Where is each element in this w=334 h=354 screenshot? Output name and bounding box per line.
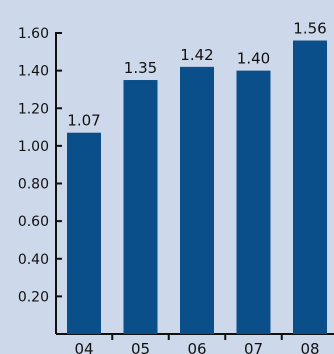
bar [67,132,101,334]
y-tick-label: 0.40 [18,252,49,268]
y-tick-label: 1.60 [18,26,49,42]
x-tick-label: 04 [74,340,93,354]
y-tick-label: 0.80 [18,177,49,193]
x-tick-label: 07 [244,340,263,354]
bar [180,66,214,335]
y-tick-label: 0.60 [18,214,49,230]
y-tick-label: 1.40 [18,64,49,80]
data-label: 1.42 [180,46,213,64]
data-labels: 1.07 1.35 1.42 1.40 1.56 [67,20,326,130]
y-tick-label: 1.20 [18,101,49,117]
y-tick-label: 0.20 [18,289,49,305]
data-label: 1.35 [124,59,157,77]
x-axis: 04 05 06 07 08 [56,333,334,354]
data-label: 1.56 [293,20,326,38]
data-label: 1.40 [237,50,270,68]
y-axis: 0.20 0.40 0.60 0.80 1.00 1.20 1.40 1.60 [18,26,62,334]
bar [293,40,327,335]
x-tick-label: 05 [131,340,150,354]
data-label: 1.07 [67,112,100,130]
bars [67,40,327,335]
y-tick-label: 1.00 [18,139,49,155]
x-tick-label: 08 [300,340,319,354]
bar [123,80,158,334]
x-tick-label: 06 [187,340,206,354]
bar [236,70,271,334]
